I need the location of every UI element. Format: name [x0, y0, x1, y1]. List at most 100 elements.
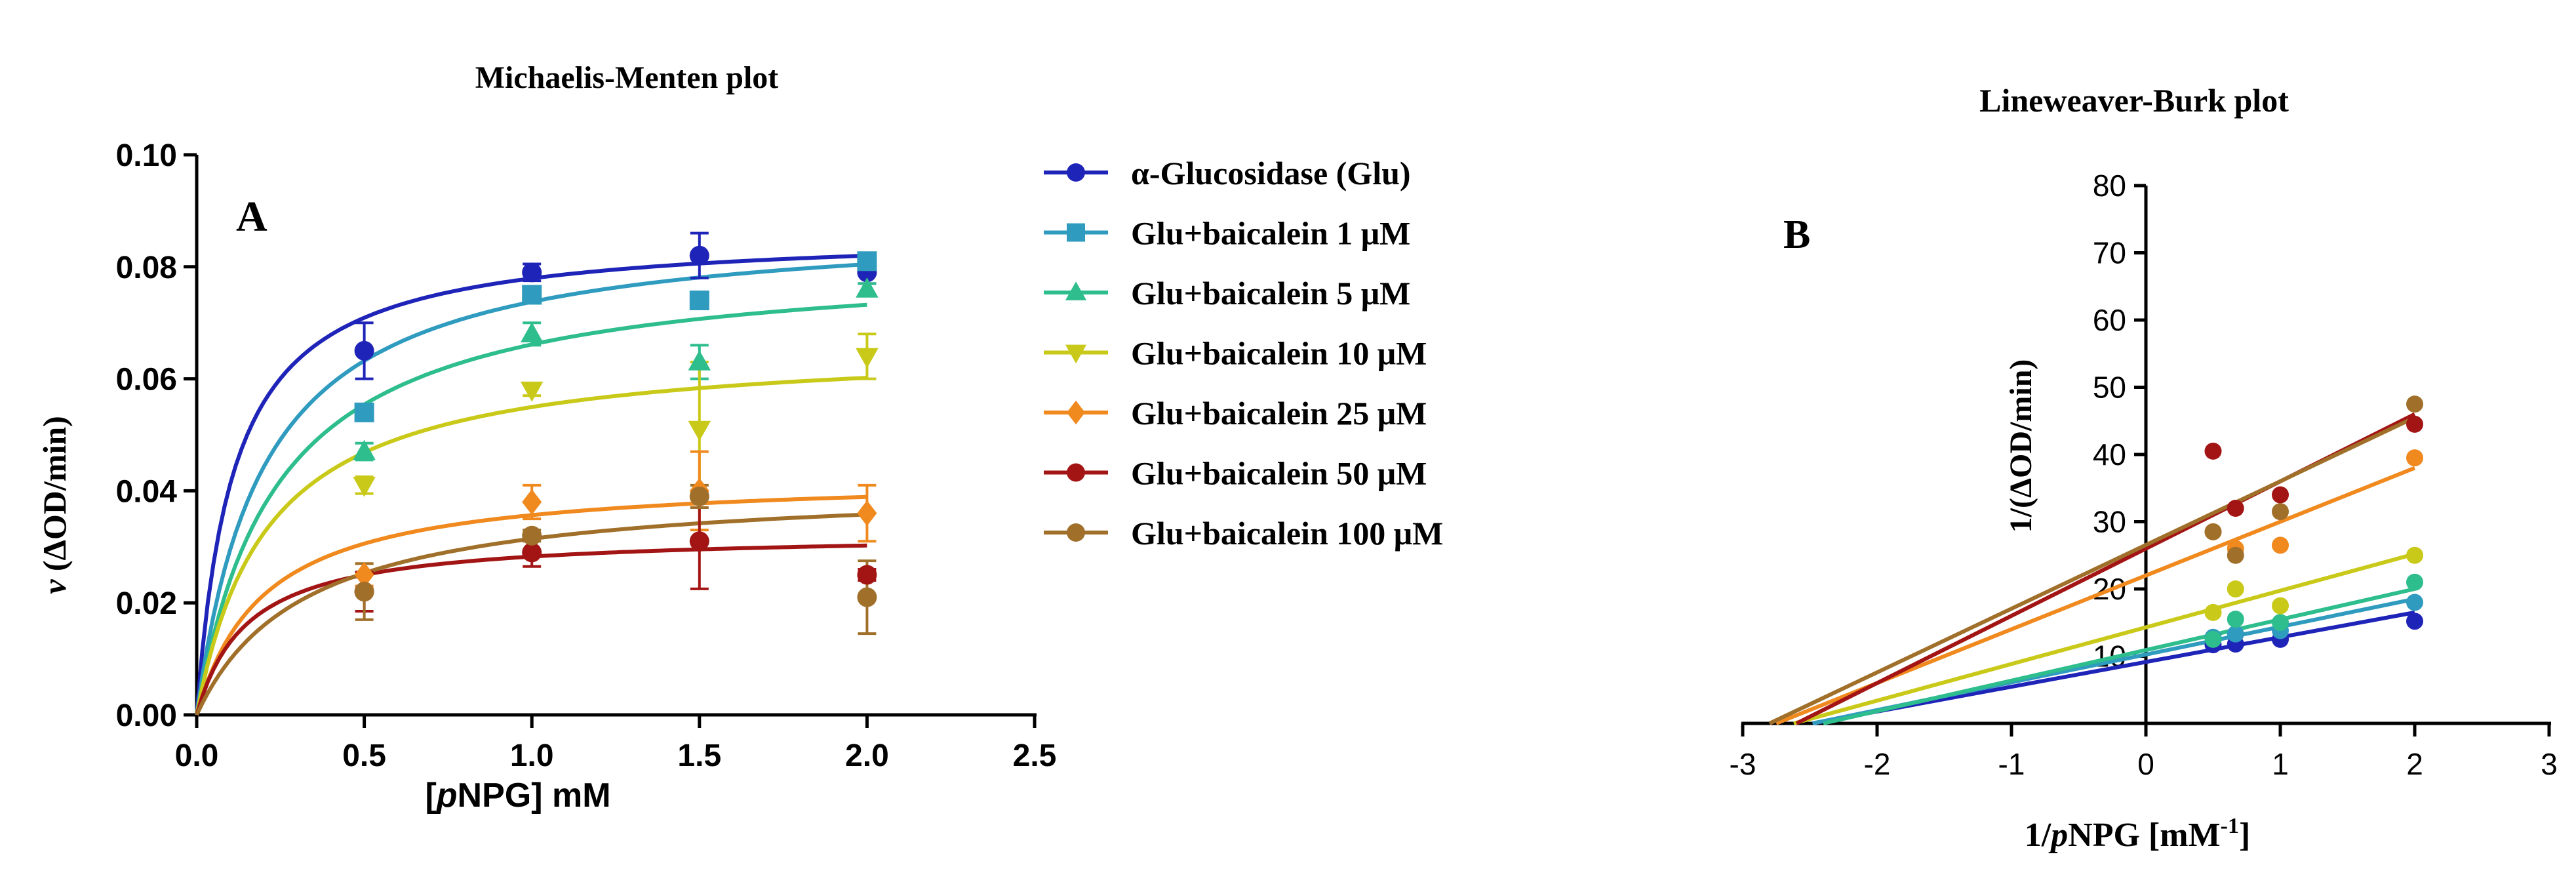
panel-b-y-tick-label: 60: [2093, 303, 2126, 337]
panel-b-x-tick-label: 1: [2272, 747, 2289, 781]
panel-a-x-tick-label: 0.0: [175, 738, 219, 773]
panel-a-data-point: [354, 582, 374, 602]
panel-b-data-point: [2227, 611, 2244, 628]
legend-marker: [1067, 523, 1085, 542]
panel-a-y-tick-label: 0.10: [116, 138, 177, 173]
legend-label: Glu+baicalein 10 μM: [1131, 335, 1427, 372]
panel-a-data-point: [354, 402, 374, 422]
panel-a-x-tick-label: 0.5: [342, 738, 386, 773]
panel-b-data-point: [2272, 614, 2289, 632]
panel-b-regression-line: [1823, 587, 2415, 725]
panel-a-y-tick-label: 0.04: [116, 474, 178, 509]
legend-marker: [1067, 163, 1085, 182]
panel-a-error-bars: [355, 232, 877, 636]
panel-b-regression-lines: [1768, 412, 2416, 725]
panel-a-x-tick-label: 2.5: [1013, 738, 1057, 773]
panel-b-x-tick-label: 3: [2541, 747, 2558, 781]
panel-b-data-point: [2227, 625, 2244, 643]
panel-b-x-tick-label: -1: [1998, 747, 2025, 781]
panel-a-y-axis-label: v (ΔOD/min): [36, 416, 73, 594]
panel-b-data-point: [2406, 449, 2423, 467]
panel-a-data-point: [689, 291, 709, 311]
panel-b-data-point: [2272, 536, 2289, 554]
panel-a-y-tick-label: 0.06: [116, 363, 177, 397]
panel-a-data-point: [522, 542, 542, 563]
panel-a-data-point: [353, 477, 376, 497]
panel-b-data-point: [2204, 630, 2222, 648]
panel-a-data-point: [354, 340, 374, 361]
legend-marker: [1067, 400, 1085, 425]
legend: α-Glucosidase (Glu) Glu+baicalein 1 μM Glu…: [1044, 155, 1443, 552]
panel-a: Michaelis-Menten plot A 0.00 0.02 0.04 0.06…: [36, 60, 1056, 815]
panel-b-regression-line: [1768, 415, 2416, 725]
panel-b-data-point: [2406, 546, 2423, 564]
panel-a-data-point: [353, 439, 376, 460]
panel-b-data-point: [2272, 486, 2289, 504]
panel-a-x-tick-label: 1.5: [677, 738, 721, 773]
panel-a-data-point: [522, 262, 542, 283]
panel-a-data-point: [689, 245, 709, 266]
panel-a-data-point: [857, 500, 877, 527]
panel-a-data-point: [856, 277, 879, 298]
panel-a-data-points: [353, 245, 879, 607]
panel-a-x-axis-label: [pNPG] mM: [425, 777, 610, 815]
legend-label: α-Glucosidase (Glu): [1131, 155, 1411, 192]
panel-b-y-tick-label: 30: [2093, 505, 2126, 539]
panel-b-data-point: [2406, 395, 2423, 413]
panel-a-data-point: [689, 486, 709, 506]
panel-a-data-point: [520, 381, 544, 402]
panel-b-data-point: [2406, 613, 2423, 630]
panel-b-data-point: [2204, 603, 2222, 621]
panel-b-data-point: [2227, 580, 2244, 597]
panel-b-y-tick-label: 40: [2093, 437, 2126, 472]
legend-marker: [1065, 281, 1087, 300]
panel-a-data-point: [857, 587, 877, 607]
panel-b-data-point: [2227, 500, 2244, 517]
panel-b-data-point: [2204, 442, 2222, 460]
panel-a-data-point: [857, 565, 877, 585]
panel-a-fit-curve: [195, 376, 867, 716]
panel-a-x-tick-label: 1.0: [510, 738, 554, 773]
panel-b-y-tick-label: 50: [2093, 371, 2126, 405]
panel-a-data-point: [520, 322, 544, 343]
panel-a-data-point: [354, 562, 374, 588]
panel-b-data-point: [2406, 415, 2423, 433]
panel-a-y-tick-label: 0.02: [116, 586, 177, 621]
panel-a-label: A: [236, 193, 268, 241]
legend-marker: [1067, 223, 1085, 242]
panel-a-data-point: [689, 531, 709, 552]
panel-b-y-tick-label: 70: [2093, 236, 2126, 270]
panel-a-data-point: [856, 348, 879, 369]
panel-a-x-tick-label: 2.0: [845, 738, 889, 773]
panel-b-y-axis-label: 1/(ΔOD/min): [2004, 359, 2038, 533]
panel-b: Lineweaver-Burk plot B 1020304050607080-…: [1730, 82, 2558, 854]
legend-label: Glu+baicalein 100 μM: [1131, 515, 1443, 552]
panel-b-data-points: [2204, 395, 2423, 654]
panel-a-y-tick-label: 0.00: [116, 698, 177, 733]
panel-b-y-tick-label: 80: [2093, 169, 2126, 203]
panel-a-data-point: [522, 489, 542, 515]
legend-label: Glu+baicalein 5 μM: [1131, 275, 1410, 312]
panel-a-axes: 0.00 0.02 0.04 0.06 0.08 0.10 0.0 0.5 1.0 1.5 2.0 2…: [116, 138, 1057, 773]
panel-b-data-point: [2204, 523, 2222, 540]
panel-a-data-point: [857, 251, 877, 272]
panel-b-data-point: [2272, 503, 2289, 521]
panel-b-label: B: [1783, 212, 1810, 257]
panel-a-data-point: [522, 285, 542, 305]
legend-label: Glu+baicalein 1 μM: [1131, 215, 1410, 252]
panel-b-title: Lineweaver-Burk plot: [1979, 82, 2289, 119]
legend-marker: [1067, 463, 1085, 482]
panel-a-y-tick-label: 0.08: [116, 251, 177, 285]
legend-marker: [1065, 344, 1087, 364]
panel-b-regression-line: [1793, 552, 2415, 725]
panel-b-x-tick-label: 2: [2406, 747, 2423, 781]
legend-label: Glu+baicalein 25 μM: [1131, 395, 1427, 432]
panel-b-data-point: [2406, 594, 2423, 611]
panel-a-data-point: [688, 350, 711, 371]
panel-b-data-point: [2406, 573, 2423, 591]
panel-b-x-axis-label: 1/pNPG [mM-1]: [2025, 814, 2251, 854]
panel-b-data-point: [2272, 597, 2289, 615]
panel-b-data-point: [2227, 546, 2244, 564]
panel-a-data-point: [688, 420, 711, 441]
